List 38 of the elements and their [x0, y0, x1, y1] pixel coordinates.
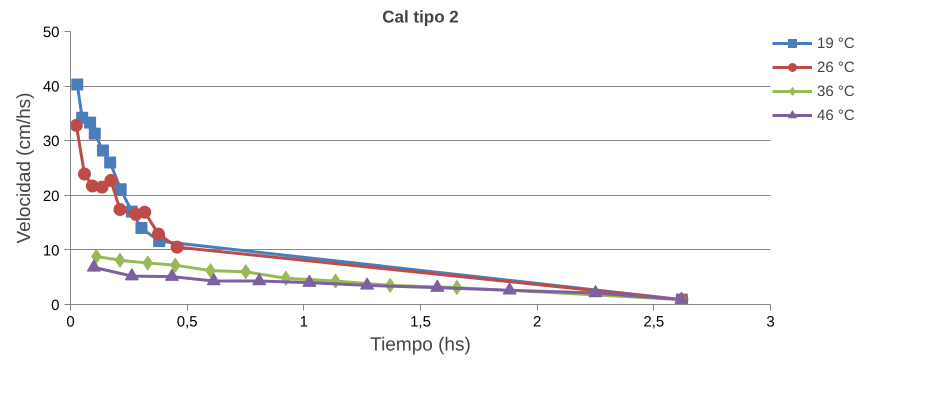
point	[96, 144, 109, 157]
x-tick-label: 2,5	[643, 314, 664, 330]
point	[91, 248, 102, 264]
x-axis-title: Tiempo (hs)	[370, 334, 471, 356]
point	[135, 222, 148, 234]
y-tick-label: 10	[42, 242, 60, 260]
point	[71, 78, 84, 90]
y-tick-label: 20	[42, 188, 60, 205]
point	[78, 168, 91, 180]
point	[104, 174, 118, 188]
legend-label: 46 °C	[817, 106, 855, 124]
point	[152, 228, 165, 241]
legend-label: 36 °C	[817, 82, 855, 100]
point	[88, 128, 101, 140]
point	[96, 180, 108, 194]
point	[70, 118, 83, 132]
point	[170, 240, 184, 254]
y-tick-label: 0	[51, 297, 60, 314]
x-tick-label: 3	[766, 314, 775, 330]
y-tick-label: 30	[42, 133, 60, 150]
point	[113, 203, 126, 216]
x-tick-label: 1,5	[410, 314, 431, 330]
y-axis-title: Velocidad (cm/hs)	[14, 92, 35, 244]
legend-label: 26 °C	[817, 58, 855, 76]
legend-label: 19 °C	[817, 34, 855, 52]
chart-title: Cal tipo 2	[382, 8, 459, 26]
point	[114, 252, 126, 268]
point	[104, 156, 116, 169]
point	[138, 206, 152, 219]
point	[114, 183, 127, 196]
x-tick-label: 2	[532, 314, 542, 330]
y-tick-label: 50	[42, 24, 60, 41]
x-tick-label: 0	[66, 314, 75, 330]
x-tick-label: 0,5	[176, 314, 198, 330]
point	[205, 263, 216, 278]
y-tick-label: 40	[42, 78, 60, 96]
x-tick-label: 1	[300, 314, 308, 330]
point	[84, 116, 96, 129]
